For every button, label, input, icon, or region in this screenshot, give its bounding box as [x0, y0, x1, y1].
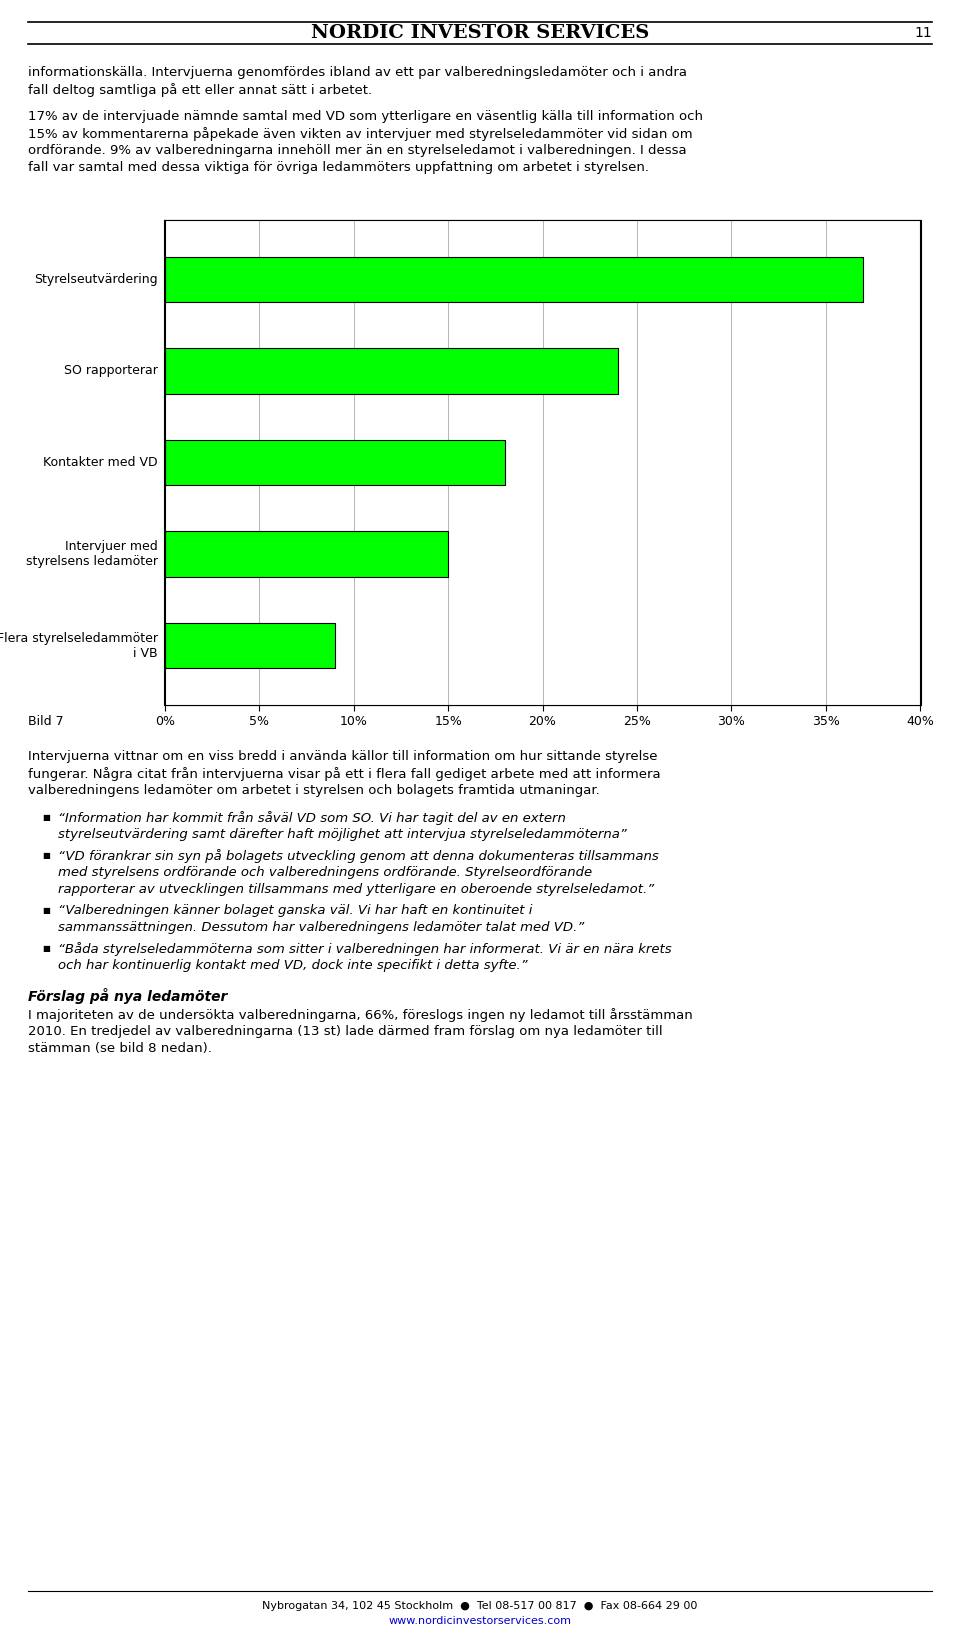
Text: ■: ■	[42, 906, 50, 916]
Text: stämman (se bild 8 nedan).: stämman (se bild 8 nedan).	[28, 1042, 212, 1055]
Bar	[165, 532, 448, 578]
Bar	[165, 348, 618, 394]
Text: ■: ■	[42, 852, 50, 860]
Text: ordförande. 9% av valberedningarna innehöll mer än en styrelseledamot i valbered: ordförande. 9% av valberedningarna inneh…	[28, 144, 686, 158]
Text: ■: ■	[42, 812, 50, 822]
Text: Nybrogatan 34, 102 45 Stockholm  ●  Tel 08-517 00 817  ●  Fax 08-664 29 00: Nybrogatan 34, 102 45 Stockholm ● Tel 08…	[262, 1602, 698, 1611]
Text: Förslag på nya ledamöter: Förslag på nya ledamöter	[28, 988, 228, 1004]
Text: Process för informationsinhämtning: Process för informationsinhämtning	[311, 230, 649, 248]
Text: “Information har kommit från såväl VD som SO. Vi har tagit del av en extern: “Information har kommit från såväl VD so…	[58, 811, 565, 825]
Text: sammanssättningen. Dessutom har valberedningens ledamöter talat med VD.”: sammanssättningen. Dessutom har valbered…	[58, 921, 585, 934]
Text: fall deltog samtliga på ett eller annat sätt i arbetet.: fall deltog samtliga på ett eller annat …	[28, 84, 372, 97]
Text: “VD förankrar sin syn på bolagets utveckling genom att denna dokumenteras tillsa: “VD förankrar sin syn på bolagets utveck…	[58, 848, 659, 863]
Text: Intervjuerna vittnar om en viss bredd i använda källor till information om hur s: Intervjuerna vittnar om en viss bredd i …	[28, 750, 658, 763]
Text: fungerar. Några citat från intervjuerna visar på ett i flera fall gediget arbete: fungerar. Några citat från intervjuerna …	[28, 766, 660, 781]
Text: ■: ■	[42, 944, 50, 953]
Text: I majoriteten av de undersökta valberedningarna, 66%, föreslogs ingen ny ledamot: I majoriteten av de undersökta valberedn…	[28, 1008, 693, 1022]
Text: fall var samtal med dessa viktiga för övriga ledammöters uppfattning om arbetet : fall var samtal med dessa viktiga för öv…	[28, 161, 649, 174]
Text: “Båda styrelseledammöterna som sitter i valberedningen har informerat. Vi är en : “Båda styrelseledammöterna som sitter i …	[58, 942, 672, 957]
Text: med styrelsens ordförande och valberedningens ordförande. Styrelseordförande: med styrelsens ordförande och valberedni…	[58, 866, 592, 880]
Text: rapporterar av utvecklingen tillsammans med ytterligare en oberoende styrelseled: rapporterar av utvecklingen tillsammans …	[58, 883, 654, 896]
Text: 15% av kommentarerna påpekade även vikten av intervjuer med styrelseledammöter v: 15% av kommentarerna påpekade även vikte…	[28, 126, 692, 141]
Text: styrelseutvärdering samt därefter haft möjlighet att intervjua styrelseledammöte: styrelseutvärdering samt därefter haft m…	[58, 829, 627, 840]
Text: informationskälla. Intervjuerna genomfördes ibland av ett par valberedningsledam: informationskälla. Intervjuerna genomför…	[28, 66, 687, 79]
Bar	[165, 440, 505, 486]
Text: “Valberedningen känner bolaget ganska väl. Vi har haft en kontinuitet i: “Valberedningen känner bolaget ganska vä…	[58, 904, 533, 917]
Bar	[165, 622, 335, 668]
Text: valberedningens ledamöter om arbetet i styrelsen och bolagets framtida utmaninga: valberedningens ledamöter om arbetet i s…	[28, 784, 600, 798]
Bar	[165, 256, 863, 302]
Text: 2010. En tredjedel av valberedningarna (13 st) lade därmed fram förslag om nya l: 2010. En tredjedel av valberedningarna (…	[28, 1026, 662, 1039]
Text: NORDIC INVESTOR SERVICES: NORDIC INVESTOR SERVICES	[311, 25, 649, 43]
Text: (andel observationer): (andel observationer)	[405, 249, 555, 264]
Text: www.nordicinvestorservices.com: www.nordicinvestorservices.com	[389, 1616, 571, 1626]
Text: och har kontinuerlig kontakt med VD, dock inte specifikt i detta syfte.”: och har kontinuerlig kontakt med VD, doc…	[58, 958, 528, 971]
Text: 17% av de intervjuade nämnde samtal med VD som ytterligare en väsentlig källa ti: 17% av de intervjuade nämnde samtal med …	[28, 110, 703, 123]
Text: Bild 7: Bild 7	[28, 715, 63, 729]
Text: 11: 11	[914, 26, 932, 39]
